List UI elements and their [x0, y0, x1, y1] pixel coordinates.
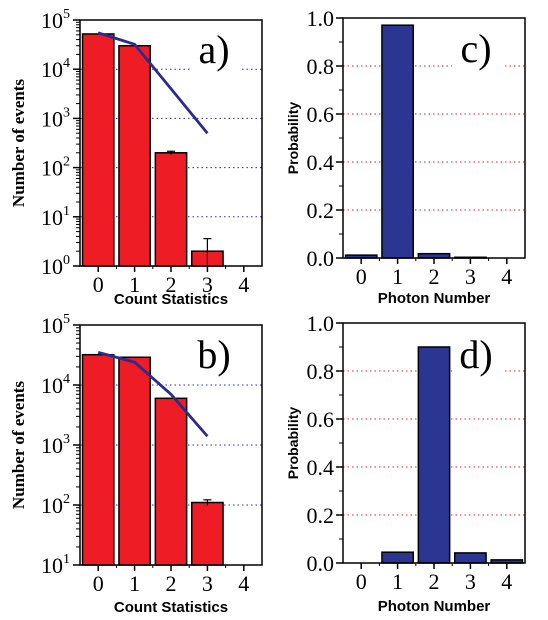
panel-label-bg [190, 29, 240, 73]
y-tick-label: 0.4 [307, 455, 335, 480]
x-tick-label: 3 [465, 264, 476, 289]
panel-label-bg [452, 28, 502, 72]
x-tick-label: 1 [392, 569, 403, 594]
y-axis-title: Probability [285, 407, 301, 480]
bar-2 [417, 346, 451, 564]
x-axis-title: Photon Number [378, 290, 491, 307]
y-tick-label: 1.0 [307, 311, 335, 336]
y-tick-label: 100 [41, 253, 70, 279]
bar-0 [81, 353, 115, 566]
y-tick-label: 0.2 [307, 503, 335, 528]
x-tick-label: 0 [93, 571, 104, 596]
bar-0 [81, 33, 115, 267]
y-tick-label: 101 [41, 204, 70, 230]
bar-1 [118, 356, 152, 566]
x-tick-label: 0 [356, 569, 367, 594]
x-tick-label: 2 [166, 571, 177, 596]
bar-2 [154, 152, 188, 267]
y-tick-label: 105 [41, 312, 70, 338]
y-axis-title: Number of events [9, 381, 28, 509]
y-tick-label: 0.6 [307, 407, 335, 432]
bar-1 [381, 551, 415, 564]
y-axis-title: Probability [285, 102, 301, 175]
fit-line [97, 351, 209, 438]
bar-3 [453, 552, 487, 564]
y-tick-label: 0.8 [307, 54, 335, 79]
x-axis-title: Photon Number [378, 598, 491, 615]
x-tick-label: 2 [429, 569, 440, 594]
y-tick-label: 0.6 [307, 102, 335, 127]
panel-label-bg [190, 334, 240, 378]
y-tick-label: 104 [41, 56, 70, 82]
panel-label: d) [459, 332, 492, 377]
x-tick-label: 4 [238, 571, 249, 596]
bar-3 [190, 501, 224, 566]
y-tick-label: 105 [41, 7, 70, 33]
panel-label: b) [197, 332, 230, 377]
chart-panel-a: 100 101 102 103 104 105 0 1 2 3 4 Count Statistics N… [9, 7, 263, 308]
panel-label: a) [198, 27, 229, 72]
bar-1 [118, 44, 152, 267]
x-tick-label: 3 [202, 571, 213, 596]
x-tick-label: 4 [501, 569, 512, 594]
panel-label-bg [452, 334, 502, 378]
chart-panel-c: 0.0 0.2 0.4 0.6 0.8 1.0 0 1 2 3 4 Photon Number Prob… [285, 6, 526, 307]
x-tick-label: 4 [238, 272, 249, 297]
chart-panel-b: 101 102 103 104 105 0 1 2 3 4 Count Statistics Numb… [9, 312, 263, 616]
x-tick-label: 2 [429, 264, 440, 289]
x-tick-label: 1 [129, 571, 140, 596]
y-tick-label: 104 [41, 372, 70, 398]
y-axis-title: Number of events [9, 79, 28, 207]
x-axis-title: Count Statistics [114, 599, 228, 616]
y-tick-label: 0.4 [307, 150, 335, 175]
fit-line [97, 31, 209, 135]
y-tick-label: 102 [41, 155, 70, 181]
x-tick-label: 0 [356, 264, 367, 289]
panel-label: c) [460, 26, 491, 71]
y-tick-label: 0.8 [307, 359, 335, 384]
x-tick-label: 1 [129, 272, 140, 297]
y-tick-label: 103 [41, 105, 70, 131]
x-tick-label: 2 [166, 272, 177, 297]
y-tick-label: 1.0 [307, 6, 335, 31]
y-tick-label: 0.0 [307, 246, 335, 271]
x-tick-label: 1 [392, 264, 403, 289]
bar-1 [381, 24, 415, 259]
chart-panel-d: 0.0 0.2 0.4 0.6 0.8 1.0 0 1 2 3 4 Photon Number Prob… [285, 311, 526, 615]
y-tick-label: 0.2 [307, 198, 335, 223]
y-tick-label: 103 [41, 432, 70, 458]
bar-2 [154, 397, 188, 566]
y-tick-label: 101 [41, 552, 70, 578]
x-tick-label: 3 [202, 272, 213, 297]
x-tick-label: 3 [465, 569, 476, 594]
x-tick-label: 4 [501, 264, 512, 289]
y-tick-label: 0.0 [307, 551, 335, 576]
x-tick-label: 0 [93, 272, 104, 297]
x-axis-title: Count Statistics [114, 291, 228, 308]
y-tick-label: 102 [41, 492, 70, 518]
